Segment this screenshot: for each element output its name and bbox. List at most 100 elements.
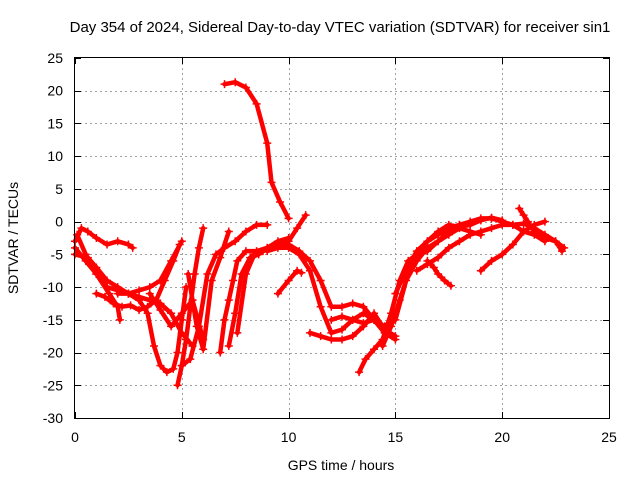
data-point — [487, 214, 496, 223]
data-point — [184, 270, 193, 278]
data-point — [211, 250, 220, 259]
data-point — [145, 289, 154, 298]
data-point — [263, 247, 272, 256]
data-point — [402, 266, 411, 275]
y-tick-labels: -30 -25 -20 -15 -10 -5 0 5 10 15 20 25 — [43, 50, 63, 426]
data-point — [558, 247, 567, 256]
data-point — [199, 224, 208, 233]
data-point — [273, 243, 282, 252]
data-point — [173, 381, 182, 390]
data-point — [540, 217, 549, 226]
y-tick-label: -15 — [43, 312, 63, 328]
data-point — [348, 315, 357, 324]
data-point — [316, 276, 325, 285]
y-tick-label: -10 — [43, 279, 63, 295]
data-point — [370, 345, 379, 354]
data-point — [188, 296, 197, 305]
data-point — [177, 361, 186, 370]
data-point — [241, 83, 250, 92]
data-point — [113, 289, 122, 298]
data-point — [263, 220, 272, 229]
data-point — [338, 312, 346, 321]
series-arc-11 — [220, 78, 293, 223]
data-point — [519, 211, 528, 220]
y-tick-label: 25 — [47, 50, 63, 66]
y-axis-label: SDTVAR / TECUs — [5, 182, 21, 294]
data-point — [434, 253, 443, 262]
data-point — [327, 335, 336, 344]
data-point — [316, 332, 325, 341]
data-point — [359, 309, 368, 318]
data-point — [551, 237, 560, 246]
data-series — [71, 78, 569, 390]
data-point — [105, 289, 114, 298]
data-point — [455, 237, 464, 246]
data-point — [305, 328, 314, 337]
data-point — [92, 289, 101, 298]
data-point — [156, 361, 165, 370]
data-point — [395, 296, 404, 305]
y-tick-label: -20 — [43, 345, 63, 361]
data-point — [378, 342, 387, 350]
y-tick-label: 5 — [55, 181, 63, 197]
data-point — [135, 306, 144, 314]
series-arc-10 — [184, 227, 233, 354]
data-point — [466, 217, 475, 226]
plot-frame — [74, 57, 610, 419]
data-point — [338, 302, 346, 311]
data-point — [126, 301, 135, 310]
data-point — [498, 250, 507, 259]
x-tick-label: 15 — [388, 429, 404, 445]
x-tick-label: 25 — [601, 429, 617, 445]
data-point — [92, 263, 101, 272]
data-point — [177, 237, 186, 246]
data-point — [135, 296, 144, 305]
data-point — [391, 289, 400, 298]
data-point — [231, 309, 240, 318]
data-point — [83, 253, 92, 262]
series-line — [275, 268, 304, 296]
data-point — [100, 292, 109, 301]
data-point — [117, 302, 126, 311]
data-point — [113, 237, 122, 246]
data-point — [231, 237, 240, 246]
y-tick-label: 0 — [55, 214, 63, 230]
data-point — [295, 250, 304, 259]
y-tick-label: 10 — [47, 148, 63, 164]
x-tick-label: 10 — [281, 429, 297, 445]
x-tick-label: 0 — [71, 429, 79, 445]
data-point — [446, 281, 455, 290]
data-point — [115, 315, 124, 324]
data-point — [434, 230, 443, 239]
data-point — [241, 227, 250, 236]
data-point — [284, 276, 293, 285]
y-tick-label: -5 — [51, 246, 64, 262]
series-arc-23 — [423, 256, 455, 290]
data-point — [297, 268, 306, 277]
data-point — [220, 80, 229, 89]
data-point — [305, 256, 314, 265]
data-point — [224, 227, 233, 236]
data-point — [150, 342, 159, 350]
y-tick-label: -25 — [43, 377, 63, 393]
data-point — [519, 227, 528, 236]
data-point — [423, 256, 432, 265]
data-point — [128, 243, 137, 252]
data-point — [338, 325, 346, 334]
data-point — [233, 328, 242, 337]
y-tick-label: -30 — [43, 410, 63, 426]
data-point — [338, 335, 346, 344]
data-point — [348, 299, 357, 308]
data-point — [250, 250, 259, 259]
data-point — [412, 266, 421, 275]
data-point — [203, 270, 212, 278]
y-tick-label: 20 — [47, 83, 63, 99]
data-point — [273, 289, 282, 298]
data-point — [530, 227, 539, 236]
data-point — [466, 230, 475, 239]
data-point — [498, 220, 507, 229]
data-point — [143, 302, 152, 311]
data-point — [156, 276, 165, 285]
data-point — [508, 220, 517, 229]
